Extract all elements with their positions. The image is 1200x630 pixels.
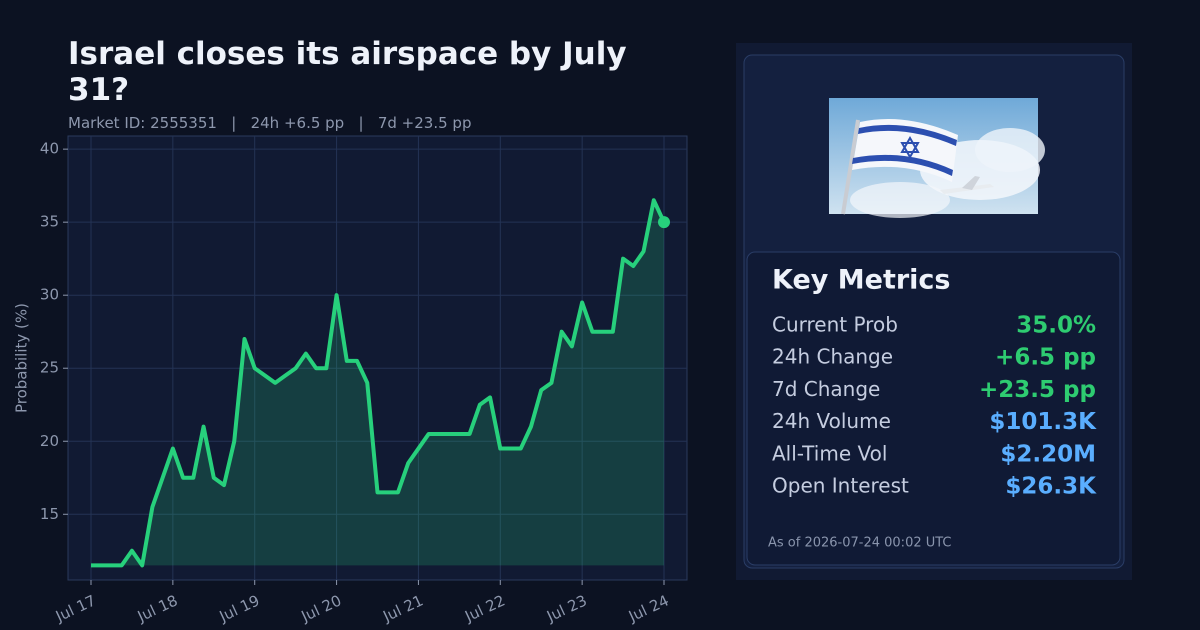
x-tick-label: Jul 24 [625, 591, 672, 625]
x-tick-label: Jul 21 [379, 591, 426, 625]
line [91, 198, 666, 568]
x-tick-label: Jul 23 [543, 591, 590, 625]
chart-title: Israel closes its airspace by July 31? [68, 36, 627, 108]
end-marker [658, 216, 670, 229]
x-tick-label: Jul 22 [461, 591, 508, 625]
plot-area [67, 135, 688, 581]
y-tick-label: 30 [40, 286, 59, 304]
metric-value: $101.3K [989, 409, 1097, 435]
market-image [829, 98, 1045, 218]
metric-label: 24h Volume [772, 409, 891, 433]
y-tick-label: 25 [40, 359, 59, 377]
metric-value: $2.20M [1000, 441, 1096, 467]
x-tick-label: Jul 17 [52, 591, 99, 625]
x-tick-label: Jul 18 [134, 591, 181, 625]
metric-label: All-Time Vol [772, 441, 887, 465]
metric-value: 35.0% [1016, 313, 1096, 339]
metrics-box [746, 251, 1121, 566]
metric-value: $26.3K [1005, 474, 1097, 500]
y-tick-label: 35 [40, 213, 59, 231]
x-tick-label: Jul 20 [298, 591, 345, 625]
y-axis-label: Probability (%) [13, 303, 31, 413]
x-tick-label: Jul 19 [216, 591, 263, 625]
as-of: As of 2026-07-24 00:02 UTC [768, 536, 952, 551]
metric-label: 7d Change [772, 377, 880, 401]
metric-value: +23.5 pp [979, 377, 1096, 403]
area [91, 200, 664, 566]
metric-value: +6.5 pp [995, 345, 1096, 371]
subtitle: Market ID: 2555351 | 24h +6.5 pp | 7d +2… [68, 114, 472, 132]
metric-label: 24h Change [772, 345, 893, 369]
y-tick-label: 15 [40, 505, 59, 523]
y-tick-label: 40 [40, 140, 59, 158]
metric-label: Open Interest [772, 474, 909, 498]
y-tick-label: 20 [40, 432, 59, 450]
metrics-title: Key Metrics [772, 265, 951, 296]
metric-label: Current Prob [772, 313, 898, 337]
